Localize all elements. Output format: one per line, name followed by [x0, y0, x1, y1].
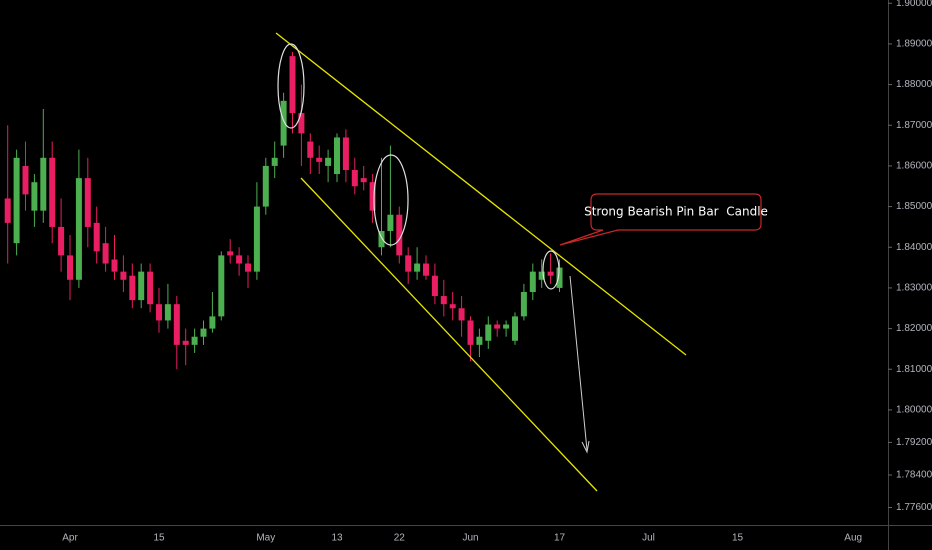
candle-body	[512, 316, 518, 341]
candle-body	[49, 157, 56, 227]
candle-body	[485, 324, 492, 341]
candle-body	[503, 324, 510, 329]
candle-body	[494, 324, 501, 329]
candle-body	[58, 226, 65, 256]
candle-body	[102, 243, 109, 264]
y-tick-label: 1.79200	[896, 437, 932, 448]
candle-body	[458, 308, 465, 321]
candle-body	[360, 178, 367, 183]
candle-body	[396, 214, 403, 256]
candle-body	[378, 230, 385, 248]
arrow-head	[581, 440, 590, 454]
candles	[4, 52, 563, 370]
candle-body	[236, 255, 243, 264]
candle-body	[4, 198, 11, 223]
y-tick-label: 1.80000	[896, 405, 932, 416]
candle-body	[351, 169, 358, 187]
candle-body	[289, 56, 296, 114]
candle-body	[218, 255, 225, 317]
candle-body	[164, 304, 171, 321]
candle-body	[253, 206, 260, 272]
candle-body	[387, 214, 394, 231]
y-tick-label: 1.90000	[896, 0, 932, 9]
candle-body	[405, 255, 412, 272]
candle-body	[22, 165, 29, 195]
highlight-ellipse	[277, 43, 305, 129]
highlight-ellipse	[542, 250, 560, 290]
x-tick-label: 15	[153, 533, 165, 544]
candle-body	[449, 304, 456, 309]
candle-body	[245, 263, 251, 272]
candle-body	[182, 340, 189, 345]
candle-body	[431, 275, 438, 297]
candle-body	[75, 178, 82, 280]
candle-body	[298, 113, 305, 134]
candle-body	[280, 100, 287, 146]
candle-body	[334, 137, 340, 175]
x-tick-label: Jun	[462, 533, 478, 544]
x-tick-label: 22	[394, 533, 406, 544]
x-tick-label: May	[256, 533, 275, 544]
y-tick-label: 1.81000	[896, 364, 932, 375]
candle-body	[227, 251, 234, 256]
candle-body	[325, 157, 332, 166]
x-tick-label: Apr	[62, 533, 78, 544]
y-tick-label: 1.86000	[896, 161, 932, 172]
candle-body	[529, 271, 536, 292]
candle-body	[547, 271, 554, 276]
candle-body	[538, 271, 545, 280]
candle-body	[520, 291, 527, 317]
candle-body	[31, 182, 38, 211]
y-tick-label: 1.82000	[896, 323, 932, 334]
highlight-ellipse	[373, 154, 409, 246]
candle-body	[156, 304, 162, 321]
candle-body	[173, 304, 180, 345]
candle-body	[200, 328, 207, 337]
candle-body	[129, 275, 136, 301]
x-tick-label: 15	[732, 533, 744, 544]
candle-body	[414, 263, 421, 272]
candle-body	[271, 157, 278, 166]
lower-trendline	[300, 177, 598, 492]
candle-body	[209, 316, 216, 329]
candle-body	[138, 271, 145, 301]
callout-text: Strong Bearish Pin Bar Candle	[584, 205, 768, 219]
candle-body	[467, 320, 474, 345]
x-tick-label: Aug	[844, 533, 862, 544]
upper-trendline	[275, 32, 687, 356]
callout-box	[559, 193, 762, 246]
candle-body	[13, 157, 20, 244]
y-tick-label: 1.77600	[896, 502, 932, 513]
x-tick-label: Jul	[642, 533, 655, 544]
candle-body	[342, 137, 349, 170]
candle-body	[67, 255, 73, 280]
candle-body	[307, 141, 314, 158]
candle-body	[93, 222, 100, 252]
candle-body	[369, 182, 376, 211]
candle-body	[120, 271, 127, 280]
candle-body	[440, 296, 447, 305]
y-tick-label: 1.89000	[896, 39, 932, 50]
y-tick-label: 1.85000	[896, 201, 932, 212]
candle-body	[316, 157, 323, 162]
x-tick-label: 17	[554, 533, 566, 544]
candle-body	[476, 336, 483, 345]
y-tick-label: 1.87000	[896, 120, 932, 131]
candle-body	[556, 267, 563, 288]
candle-body	[262, 165, 269, 207]
candle-body	[111, 259, 118, 272]
x-tick-label: 13	[331, 533, 343, 544]
candle-body	[423, 263, 429, 276]
y-tick-label: 1.78400	[896, 470, 932, 481]
candle-body	[191, 336, 198, 345]
y-tick-label: 1.83000	[896, 283, 932, 294]
candle-body	[147, 271, 154, 305]
y-tick-label: 1.84000	[896, 242, 932, 253]
y-tick-label: 1.88000	[896, 79, 932, 90]
candle-body	[40, 157, 47, 211]
arrow-shaft	[569, 275, 588, 451]
candle-body	[84, 178, 91, 227]
